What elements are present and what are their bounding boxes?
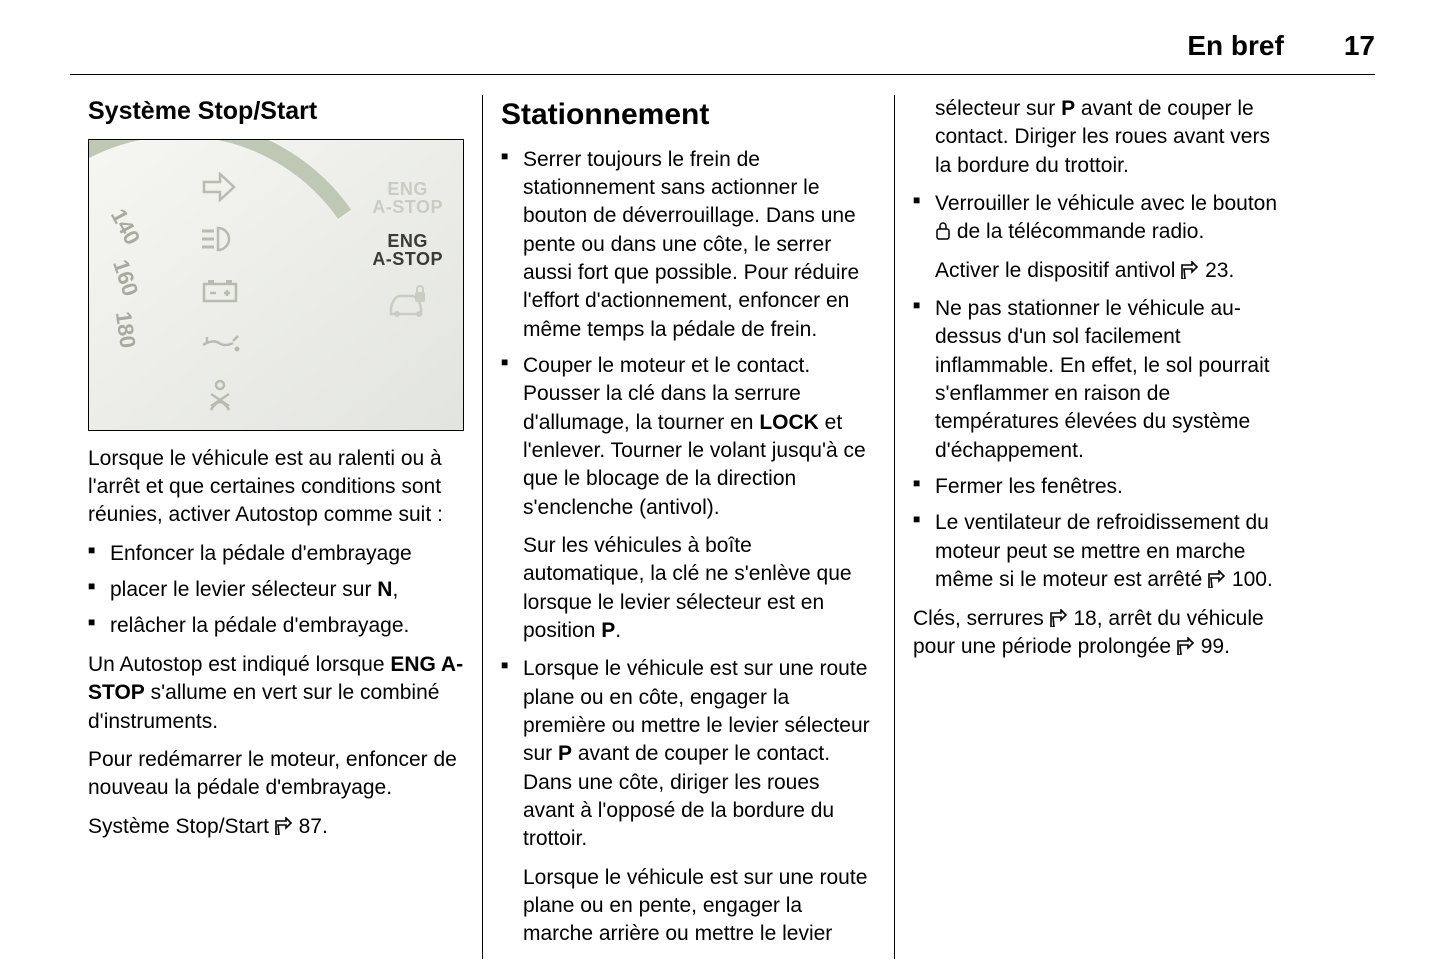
gauge-numbers: 140 160 180 [107,212,144,345]
parking-list-cont: Verrouiller le véhicule avec le bouton d… [913,190,1288,594]
section-title: En bref [1187,30,1283,62]
stop-start-heading: Système Stop/Start [88,95,464,129]
parking-item-4-sub: Activer le dispositif antivol 23. [935,257,1288,285]
reference-icon [1181,261,1199,279]
gauge-180: 180 [108,310,143,350]
reference-icon [1208,570,1226,588]
p2a: Un Autostop est indiqué lorsque [88,653,390,676]
parking-item-5: Ne pas stationner le véhicule au-dessus … [913,295,1288,465]
li2sp: P [601,619,615,642]
right-indicator-column: ENG A-STOP ENG A-STOP [372,180,443,328]
stop-start-intro: Lorsque le véhicule est au ralenti ou à … [88,445,464,530]
autostop-indicator-text: Un Autostop est indiqué lorsque ENG A-ST… [88,651,464,736]
li4b: de la télécommande radio. [951,220,1204,243]
parking-list: Serrer toujours le frein de stationnemen… [501,146,876,949]
content-columns: Système Stop/Start 140 160 180 [70,95,1375,959]
indicator-icons [199,170,241,431]
car-lock-icon [385,284,431,328]
column-1: Système Stop/Start 140 160 180 [70,95,482,959]
parking-item-1: Serrer toujours le frein de stationnemen… [501,146,876,344]
li4sa: Activer le dispositif antivol [935,259,1181,282]
li7r: 100. [1226,568,1273,591]
stop-start-ref: Système Stop/Start 87. [88,813,464,841]
page-number: 17 [1344,30,1375,62]
gear-n: N [377,578,392,601]
column-3: sélecteur sur P avant de couper le conta… [894,95,1306,959]
step-2-suffix: , [392,578,398,601]
step-2: placer le levier sélecteur sur N, [88,576,464,604]
li4sr: 23. [1199,259,1234,282]
parking-heading: Stationnement [501,95,876,136]
step-2-text: placer le levier sélecteur sur [110,578,377,601]
battery-icon [199,274,241,308]
eng-astop-faded-icon: ENG A-STOP [372,180,443,216]
seatbelt-icon [199,378,241,412]
c3a: sélecteur sur [935,97,1061,120]
column-2: Stationnement Serrer toujours le frein d… [482,95,894,959]
high-beam-icon [199,222,241,256]
parking-item-3: Lorsque le véhicule est sur une route pl… [501,655,876,948]
pea: Clés, serrures [913,607,1050,630]
eng-astop-active-icon: ENG A-STOP [372,232,443,268]
page-header: En bref 17 [70,30,1375,75]
turn-arrow-icon [199,170,241,204]
li3p: P [558,742,572,765]
parking-item-4: Verrouiller le véhicule avec le bouton d… [913,190,1288,285]
step-1: Enfoncer la pédale d'embrayage [88,540,464,568]
li2sa: Sur les véhicules à boîte automatique, l… [523,534,852,642]
gauge-160: 160 [106,256,146,300]
oil-icon [199,326,241,360]
lock-button-icon [935,221,951,241]
per2: 99. [1195,635,1230,658]
keys-ref: Clés, serrures 18, arrêt du véhicule pou… [913,605,1288,662]
li4a: Verrouiller le véhicule avec le bouton [935,192,1277,215]
parking-item-3-sub: Lorsque le véhicule est sur une route pl… [523,864,876,949]
manual-page: En bref 17 Système Stop/Start 140 160 18… [0,0,1445,965]
reference-icon [1050,609,1068,627]
parking-item-2-sub: Sur les véhicules à boîte automatique, l… [523,532,876,645]
parking-item-6: Fermer les fenêtres. [913,473,1288,501]
parking-item-7: Le ventilateur de refroidissement du mot… [913,509,1288,594]
restart-text: Pour redémarrer le moteur, enfoncer de n… [88,746,464,803]
c3p: P [1061,97,1075,120]
reference-icon [275,817,293,835]
li2sd: . [615,619,621,642]
reference-icon [1177,637,1195,655]
lock-bold: LOCK [759,411,819,434]
step-3: relâcher la pédale d'embrayage. [88,612,464,640]
dashboard-figure: 140 160 180 [88,139,464,431]
parking-item-2: Couper le moteur et le contact. Pousser … [501,352,876,645]
p4ref: 87. [293,815,328,838]
p4a: Système Stop/Start [88,815,275,838]
per1: 18 [1068,607,1097,630]
stop-start-steps: Enfoncer la pédale d'embrayage placer le… [88,540,464,641]
parking-item-3-cont: sélecteur sur P avant de couper le conta… [935,95,1288,180]
coolant-temp-icon [199,430,241,431]
